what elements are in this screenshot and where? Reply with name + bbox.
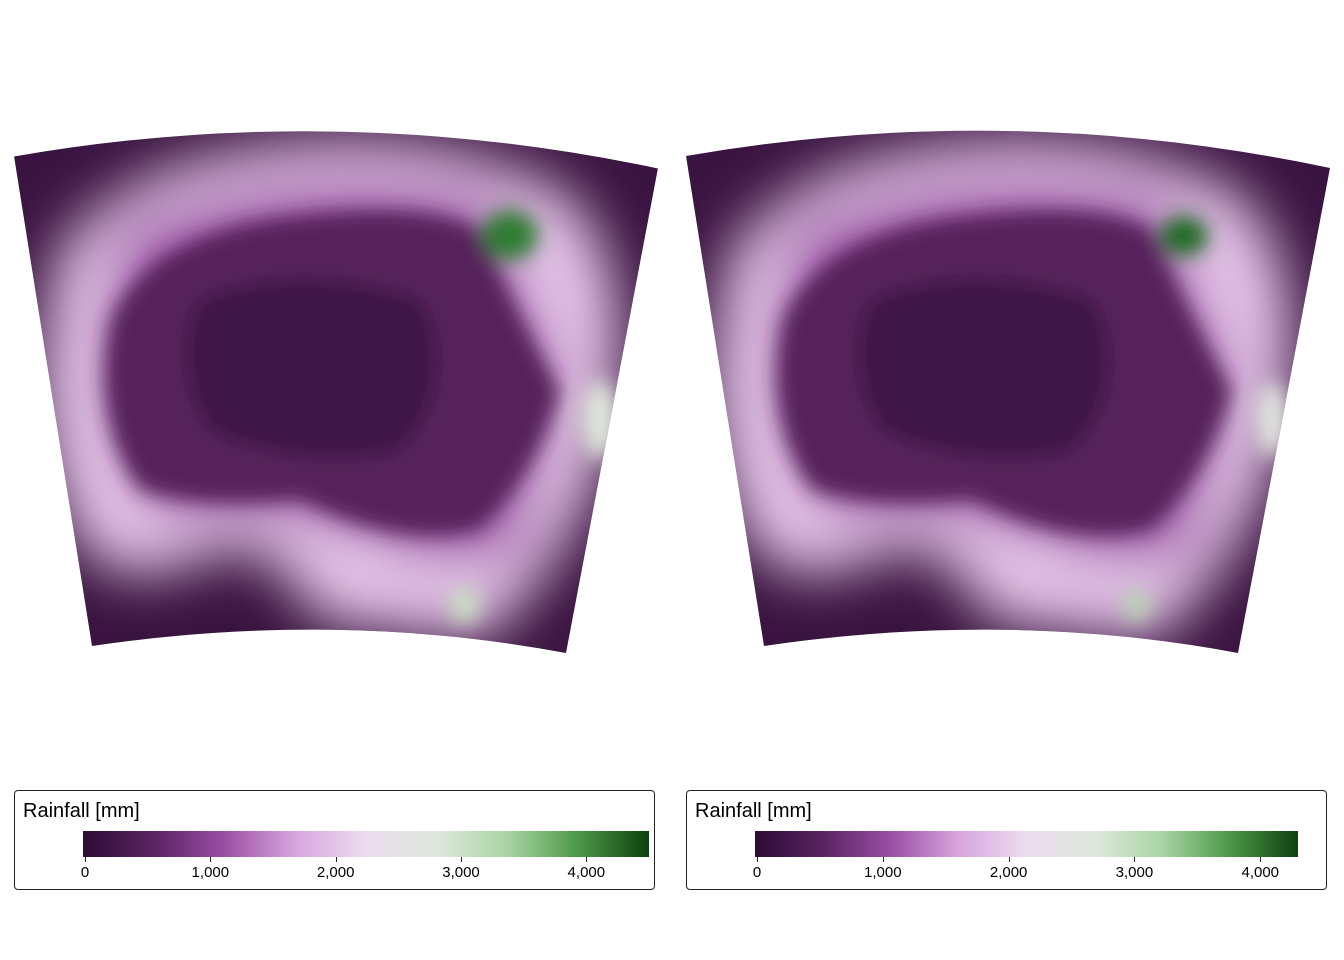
legend-tick [882,857,884,862]
legend-tick-label: 4,000 [567,864,606,881]
legend-tick [210,857,212,862]
legend-title: Rainfall [mm] [695,800,812,822]
legend-tick [461,857,462,862]
color-scale-bar [83,831,649,857]
legend-title: Rainfall [mm] [23,800,140,822]
legend-tick-label: 4,000 [1241,864,1280,881]
high-rainfall-region [1160,216,1208,256]
map-panel-left: Rainfall [mm] 0 1,000 2,000 3,000 4,000 [13,130,659,890]
legend-tick-label: 3,000 [442,864,480,881]
legend-tick [85,857,86,862]
legend-tick [335,857,337,862]
legend-tick-label: 0 [80,864,90,881]
tasmania [1125,589,1149,621]
legend-tick-label: 2,000 [989,864,1028,881]
legend-right: Rainfall [mm] 0 1,000 2,000 3,000 4,000 [686,790,1327,890]
map-panel-right: Rainfall [mm] 0 1,000 2,000 3,000 4,000 [672,0,1344,960]
legend-left: Rainfall [mm] 0 1,000 2,000 3,000 4,000 [14,790,655,890]
legend-tick-label: 1,000 [191,864,230,881]
color-scale-bar [755,831,1298,857]
rainfall-map-left [13,130,659,653]
legend-tick [1260,857,1262,862]
rainfall-map-right [686,130,1330,653]
legend-tick-label: 0 [752,864,762,881]
color-scale-gradient [755,831,1298,857]
legend-tick [757,857,758,862]
legend-tick-label: 3,000 [1115,864,1154,881]
color-scale-gradient [83,831,649,857]
legend-tick [1134,857,1136,862]
legend-tick [1008,857,1010,862]
legend-tick-label: 1,000 [864,864,902,881]
high-rainfall-region [482,210,538,260]
legend-tick [586,857,588,862]
legend-tick-label: 2,000 [316,864,355,881]
tasmania [451,587,479,623]
